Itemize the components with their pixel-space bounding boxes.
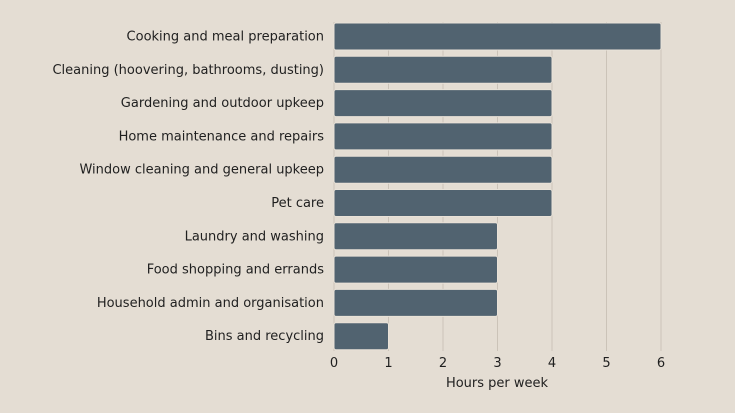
category-labels: Cooking and meal preparation Cleaning (ho…	[52, 30, 324, 345]
x-tick-label: 4	[548, 356, 556, 371]
category-label: Cleaning (hoovering, bathrooms, dusting)	[52, 63, 324, 78]
bar	[333, 322, 389, 351]
bar	[333, 22, 662, 51]
x-tick-label: 0	[330, 356, 338, 371]
category-label: Food shopping and errands	[147, 263, 325, 278]
bar	[333, 288, 498, 317]
bar	[333, 189, 553, 217]
x-tick-label: 6	[657, 356, 665, 371]
x-tick-label: 5	[602, 356, 610, 371]
category-label: Household admin and organisation	[97, 296, 324, 311]
bar	[333, 255, 498, 284]
category-label: Bins and recycling	[205, 329, 324, 344]
category-label: Laundry and washing	[185, 229, 324, 244]
x-tick-label: 2	[439, 356, 447, 371]
x-tick-label: 1	[384, 356, 392, 371]
bars	[333, 22, 662, 351]
bar	[333, 55, 553, 84]
category-label: Gardening and outdoor upkeep	[121, 96, 324, 111]
x-axis-title: Hours per week	[446, 376, 549, 391]
category-label: Window cleaning and general upkeep	[79, 163, 324, 178]
bar	[333, 89, 553, 118]
x-tick-label: 3	[493, 356, 501, 371]
category-label: Pet care	[271, 196, 324, 211]
bar	[333, 222, 498, 251]
category-label: Home maintenance and repairs	[119, 129, 325, 144]
category-label: Cooking and meal preparation	[127, 30, 324, 45]
x-tick-labels: 0 1 2 3 4 5 6	[330, 356, 665, 371]
bar	[333, 155, 553, 184]
bar	[333, 122, 553, 151]
